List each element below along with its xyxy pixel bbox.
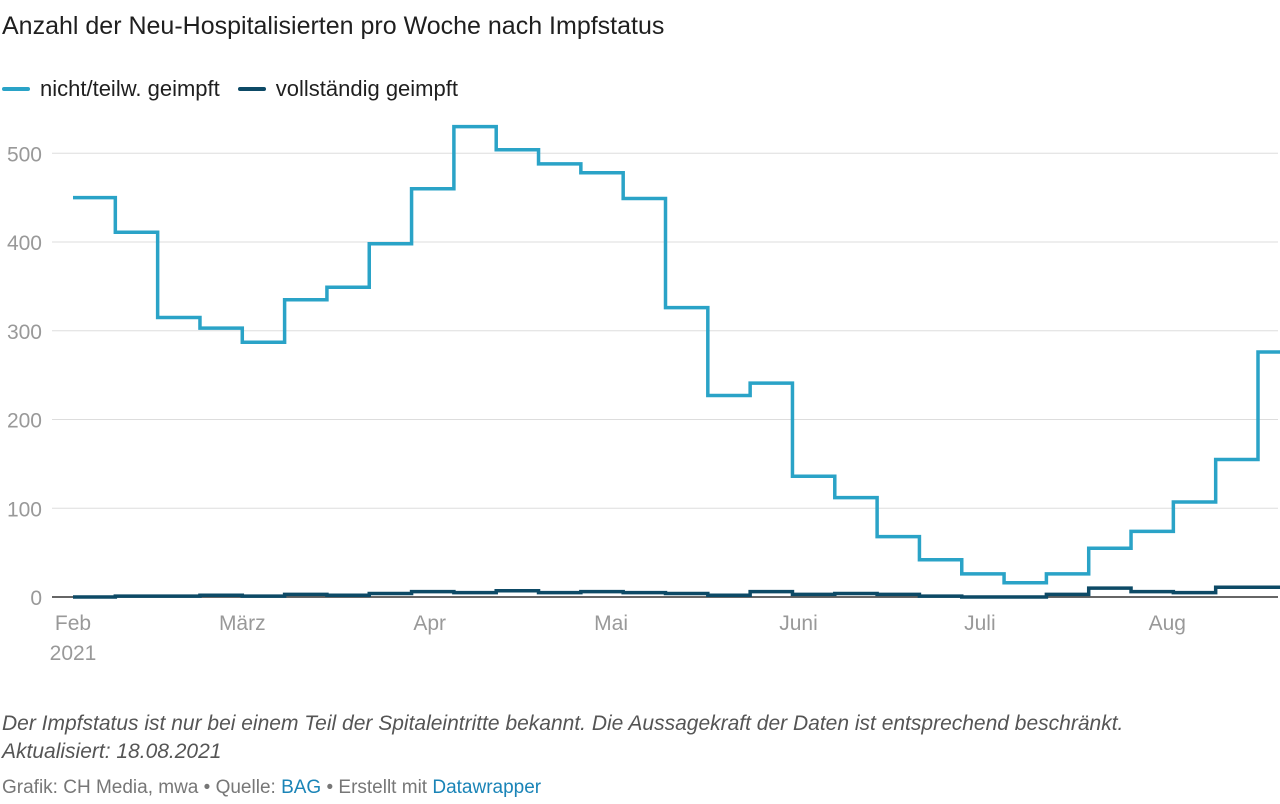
x-tick-label: Juni (779, 612, 818, 635)
y-tick-label: 100 (7, 498, 42, 521)
x-tick-label: Feb (55, 612, 91, 635)
legend-item-unvaccinated: nicht/teilw. geimpft (2, 76, 220, 102)
footer-credit: Grafik: CH Media, mwa • Quelle: (2, 777, 282, 798)
chart-footer: Grafik: CH Media, mwa • Quelle: BAG • Er… (2, 777, 541, 799)
x-tick-label: Juli (964, 612, 996, 635)
footer-middle: • Erstellt mit (321, 777, 433, 798)
legend: nicht/teilw. geimpft vollständig geimpft (2, 74, 476, 104)
note-updated: Aktualisiert: 18.08.2021 (2, 740, 222, 763)
x-tick-label: März (219, 612, 266, 635)
x-tick-label: Aug (1149, 612, 1186, 635)
legend-item-vaccinated: vollständig geimpft (237, 76, 458, 102)
chart-area: 0 100 200 300 400 500 Feb 2021 März Apr Mai Juni Jul… (7, 124, 1280, 665)
y-tick-label: 200 (7, 410, 42, 433)
series-line-unvaccinated (73, 124, 1280, 585)
legend-swatch-vaccinated (237, 87, 266, 91)
legend-swatch-unvaccinated (2, 87, 30, 91)
y-tick-label: 500 (7, 143, 42, 166)
chart-title: Anzahl der Neu-Hospitalisierten pro Woch… (2, 12, 665, 40)
series-line-vaccinated (73, 585, 1280, 599)
y-tick-label: 0 (30, 587, 42, 610)
x-tick-label: Mai (594, 612, 628, 635)
datawrapper-link[interactable]: Datawrapper (432, 777, 542, 798)
legend-label-unvaccinated: nicht/teilw. geimpft (40, 76, 220, 101)
y-tick-label: 400 (7, 232, 42, 255)
legend-label-vaccinated: vollständig geimpft (275, 76, 458, 101)
source-link[interactable]: BAG (281, 777, 322, 798)
y-tick-label: 300 (7, 321, 42, 344)
x-tick-sublabel: 2021 (50, 642, 97, 665)
x-tick-label: Apr (413, 612, 446, 635)
chart-notes: Der Impfstatus ist nur bei einem Teil de… (2, 710, 1123, 766)
note-line-1: Der Impfstatus ist nur bei einem Teil de… (2, 712, 1124, 735)
